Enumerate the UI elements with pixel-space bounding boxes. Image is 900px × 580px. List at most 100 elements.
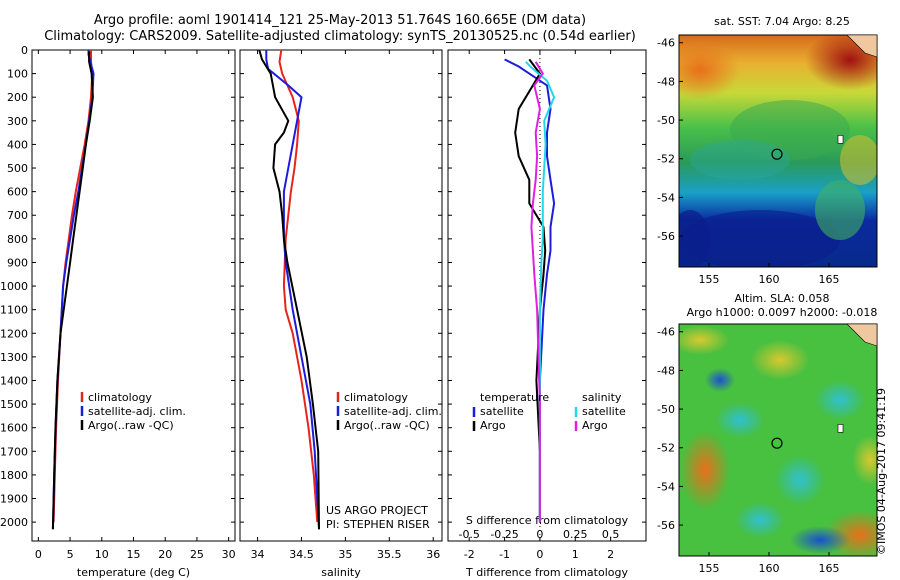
legend-label: satellite [480,405,524,418]
x2-tick-label: 0 [536,528,543,541]
series-line-satelliteadjclim [265,50,320,530]
legend-label: Argo(..raw -QC) [344,419,430,432]
map-x-tick-label: 155 [699,562,720,575]
land-coast [846,34,878,58]
x-axis-label: T difference from climatology [465,566,628,579]
y-tick-label: 2000 [0,516,28,529]
map-y-tick-label: -46 [657,37,675,50]
map-y-tick-label: -50 [657,114,675,127]
y-tick-label: 1600 [0,422,28,435]
map-y-tick-label: -46 [657,326,675,339]
x-tick-label: 0 [536,548,543,561]
legend-label: satellite [582,405,626,418]
y-tick-label: 1400 [0,374,28,387]
map-y-tick-label: -52 [657,442,675,455]
chart-title-line1: Argo profile: aoml 1901414_121 25-May-20… [93,13,587,28]
x-tick-label: 2 [607,548,614,561]
panel-frame-2 [447,49,647,542]
x2-tick-label: -0.25 [490,528,518,541]
x2-tick-label: -0.5 [458,528,479,541]
land-island [837,424,844,433]
legend-label: Argo(..raw -QC) [88,419,174,432]
x2-axis-label: S difference from climatology [466,514,629,527]
x-tick-label: 34 [251,548,265,561]
map-y-tick-label: -54 [657,480,675,493]
x-tick-label: 30 [222,548,236,561]
argo-location-marker [771,437,783,449]
y-tick-label: 1500 [0,398,28,411]
legend-header: salinity [582,391,622,404]
series-line-argo [530,61,544,523]
y-tick-label: 1100 [0,304,28,317]
x2-tick-label: 0.5 [602,528,620,541]
x-tick-label: 25 [190,548,204,561]
x-tick-label: 35.5 [377,548,402,561]
map-y-tick-label: -48 [657,364,675,377]
series-line-satellite [525,61,556,523]
series-line-argorawqc [51,51,94,530]
x-tick-label: 1 [572,548,579,561]
x-tick-label: 20 [158,548,172,561]
y-tick-label: 1700 [0,445,28,458]
x-tick-label: 10 [95,548,109,561]
series-line-satellite [504,58,556,523]
map-x-tick-label: 155 [699,273,720,286]
y-tick-label: 1000 [0,280,28,293]
legend-label: climatology [88,391,152,404]
series-line-climatology [52,50,94,523]
legend-label: Argo [582,419,608,432]
y-tick-label: 500 [7,162,28,175]
map-x-tick-label: 160 [759,273,780,286]
argo-location-marker [771,148,783,160]
map-y-tick-label: -50 [657,403,675,416]
x-tick-label: 35 [338,548,352,561]
sla-map-subtitle: Argo h1000: 0.0097 h2000: -0.018 [686,306,878,319]
map-x-tick-label: 160 [759,562,780,575]
y-tick-label: 1200 [0,327,28,340]
x-tick-label: 5 [67,548,74,561]
map-y-tick-label: -56 [657,519,675,532]
map-y-tick-label: -52 [657,153,675,166]
x-tick-label: 36 [426,548,440,561]
y-tick-label: 100 [7,68,28,81]
sst-map [679,35,877,267]
sla-map-title: Altim. SLA: 0.058 [734,292,830,305]
sst-map-title: sat. SST: 7.04 Argo: 8.25 [714,15,850,28]
y-tick-label: 300 [7,115,28,128]
series-line-argorawqc [258,49,320,530]
x-tick-label: 0 [35,548,42,561]
map-x-tick-label: 165 [819,562,840,575]
y-tick-label: 600 [7,186,28,199]
map-y-tick-label: -56 [657,230,675,243]
land-island [837,135,844,144]
annotation-pi: PI: STEPHEN RISER [326,518,430,531]
y-tick-label: 200 [7,91,28,104]
panel-frame-1 [239,49,443,542]
x-tick-label: -2 [464,548,475,561]
annotation-project: US ARGO PROJECT [326,504,428,517]
x-axis-label: temperature (deg C) [77,566,190,579]
y-tick-label: 1900 [0,493,28,506]
legend-label: Argo [480,419,506,432]
y-tick-label: 1800 [0,469,28,482]
map-y-tick-label: -48 [657,75,675,88]
legend-label: satellite-adj. clim. [88,405,186,418]
legend-header: temperature [480,391,549,404]
y-tick-label: 800 [7,233,28,246]
x-tick-label: 34.5 [289,548,314,561]
land-coast [846,323,878,347]
y-tick-label: 400 [7,138,28,151]
x-tick-label: 15 [127,548,141,561]
x-axis-label: salinity [321,566,361,579]
sla-map [679,324,877,556]
map-y-tick-label: -54 [657,191,675,204]
chart-title-line2: Climatology: CARS2009. Satellite-adjuste… [44,29,636,44]
legend-label: satellite-adj. clim. [344,405,442,418]
y-tick-label: 1300 [0,351,28,364]
y-tick-label: 700 [7,209,28,222]
legend-label: climatology [344,391,408,404]
y-tick-label: 0 [21,44,28,57]
map-x-tick-label: 165 [819,273,840,286]
x-tick-label: -1 [499,548,510,561]
x2-tick-label: 0.25 [563,528,588,541]
